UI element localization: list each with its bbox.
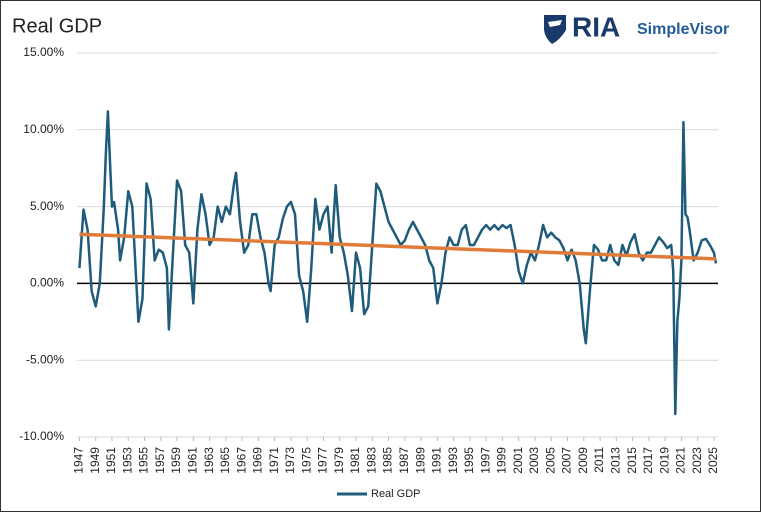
x-tick-label: 2005: [543, 447, 557, 474]
x-tick-label: 2007: [560, 447, 574, 474]
x-tick-label: 1999: [495, 447, 509, 474]
x-tick-label: 1965: [218, 447, 232, 474]
y-tick-label: 15.00%: [23, 45, 64, 59]
data-line: [78, 110, 718, 416]
x-tick-label: 1951: [104, 447, 118, 474]
x-tick-label: 1995: [462, 447, 476, 474]
x-tick-label: 2019: [657, 447, 671, 474]
x-tick-label: 1961: [185, 447, 199, 474]
y-tick-label: -10.00%: [19, 429, 64, 443]
x-tick-label: 1977: [316, 447, 330, 474]
x-tick-label: 2013: [608, 447, 622, 474]
x-tick-label: 1989: [413, 447, 427, 474]
x-tick-label: 1963: [202, 447, 216, 474]
x-tick-label: 1993: [446, 447, 460, 474]
y-tick-label: 5.00%: [30, 199, 64, 213]
x-tick-label: 1983: [364, 447, 378, 474]
x-tick-label: 1973: [283, 447, 297, 474]
x-tick-label: 2001: [511, 447, 525, 474]
x-tick-label: 1947: [72, 447, 86, 474]
x-tick-label: 2015: [625, 447, 639, 474]
x-tick-label: 1985: [381, 447, 395, 474]
x-tick-label: 2025: [706, 447, 720, 474]
x-tick-label: 1957: [153, 447, 167, 474]
chart-title: Real GDP: [12, 15, 102, 37]
x-tick-label: 1949: [88, 447, 102, 474]
x-tick-label: 2021: [674, 447, 688, 474]
legend: Real GDP: [337, 488, 421, 500]
x-tick-label: 1955: [137, 447, 151, 474]
x-tick-label: 1991: [430, 447, 444, 474]
x-tick-label: 2017: [641, 447, 655, 474]
x-tick-label: 1969: [251, 447, 265, 474]
y-tick-label: 10.00%: [23, 122, 64, 136]
x-tick-label: 1971: [267, 447, 281, 474]
x-tick-label: 1987: [397, 447, 411, 474]
x-tick-label: 1981: [348, 447, 362, 474]
x-tick-label: 2023: [690, 447, 704, 474]
x-tick-label: 1959: [169, 447, 183, 474]
logo-name: RIA: [572, 11, 620, 42]
legend-label: Real GDP: [371, 488, 421, 500]
x-tick-label: 1979: [332, 447, 346, 474]
x-tick-label: 1953: [120, 447, 134, 474]
x-tick-label: 1975: [299, 447, 313, 474]
x-tick-label: 2003: [527, 447, 541, 474]
trend-line: [79, 232, 717, 261]
x-tick-label: 1997: [478, 447, 492, 474]
x-tick-label: 2009: [576, 447, 590, 474]
x-tick-label: 1967: [234, 447, 248, 474]
x-tick-label: 2011: [592, 447, 606, 473]
logo-product: SimpleVisor: [637, 21, 729, 38]
logo-icon-detail: [548, 20, 562, 27]
logo: RIA SimpleVisor: [544, 11, 729, 44]
y-tick-label: 0.00%: [30, 276, 64, 290]
y-tick-label: -5.00%: [26, 352, 64, 366]
